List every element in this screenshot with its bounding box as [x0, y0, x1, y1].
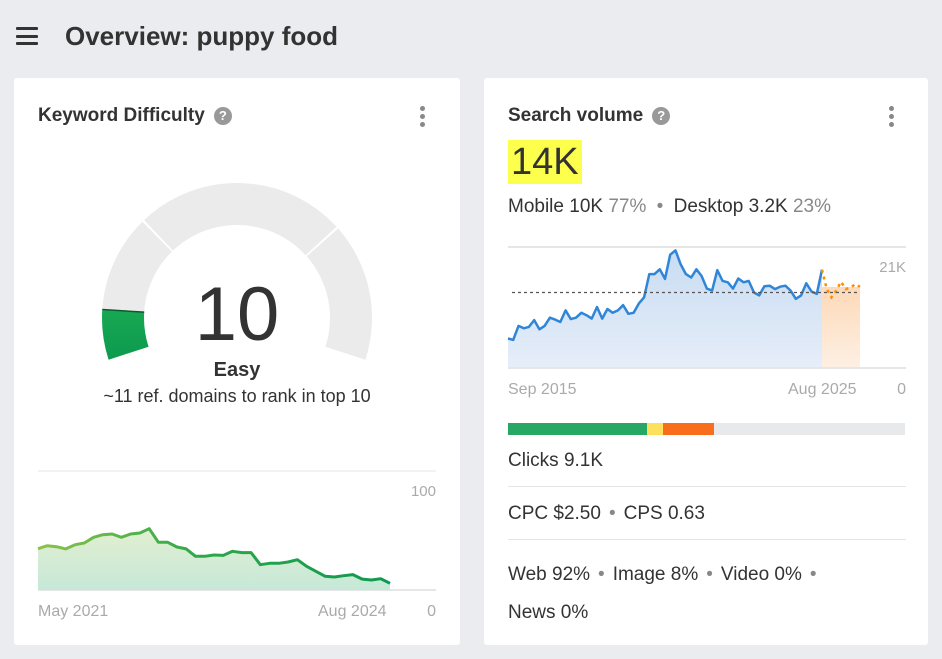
volume-line [507, 249, 824, 342]
clicks-bar-segment [508, 423, 647, 435]
gauge-segment [306, 228, 372, 360]
clicks: Clicks 9.1K [508, 450, 604, 471]
gauge-segment [144, 183, 337, 256]
keyword-difficulty-card: Keyword Difficulty? 10 Easy ~11 ref. dom… [14, 78, 460, 645]
y-max-label: 21K [879, 259, 906, 276]
kd-line [37, 527, 391, 585]
x-start-label: Sep 2015 [508, 381, 577, 398]
cpc: CPC $2.50 [508, 503, 601, 524]
clicks-distribution-bar [508, 423, 905, 435]
kd-label: Easy [213, 359, 261, 381]
hamburger-icon[interactable] [16, 27, 38, 45]
image-share: Image 8% [612, 564, 699, 585]
help-icon[interactable]: ? [213, 107, 232, 125]
x-start-label: May 2021 [38, 603, 109, 620]
video-share: Video 0% [720, 564, 802, 585]
search-volume-chart [507, 246, 906, 369]
search-volume-value: 14K [508, 140, 582, 184]
volume-area [508, 250, 822, 368]
kd-subtitle: ~11 ref. domains to rank in top 10 [103, 386, 371, 406]
search-volume-card: Search volume? 14K Mobile 10K 77% • Desk… [484, 78, 928, 645]
kd-area [38, 528, 390, 590]
header: Overview: puppy food [16, 18, 338, 54]
desktop-value: 3.2K [748, 196, 788, 217]
more-options-icon[interactable] [889, 106, 895, 127]
kd-history-chart [37, 470, 436, 591]
cpc-cps: CPC $2.50 • CPS 0.63 [508, 503, 705, 524]
mobile-pct: 77% [608, 196, 647, 217]
card-title: Keyword Difficulty [38, 105, 205, 126]
more-options-icon[interactable] [420, 106, 426, 127]
x-end-label: Aug 2024 [318, 603, 387, 620]
help-icon[interactable]: ? [652, 107, 671, 125]
card-title: Search volume [508, 105, 644, 126]
kd-score: 10 [194, 272, 280, 357]
difficulty-gauge [101, 183, 372, 360]
forecast-line [820, 269, 861, 300]
page-title: Overview: puppy food [65, 20, 339, 51]
news-share: News 0% [508, 602, 589, 623]
gauge-needle [102, 308, 145, 313]
serp-features: Web 92% • Image 8% • Video 0% • News 0% [508, 564, 817, 623]
clicks-bar-segment [646, 423, 663, 435]
mobile-label: Mobile [508, 196, 564, 217]
clicks-bar-segment [662, 423, 715, 435]
y-min-label: 0 [897, 381, 906, 398]
cps: CPS 0.63 [623, 503, 705, 524]
desktop-label: Desktop [673, 196, 744, 217]
mobile-value: 10K [569, 196, 604, 217]
x-end-label: Aug 2025 [788, 381, 857, 398]
desktop-pct: 23% [792, 196, 831, 217]
y-min-label: 0 [427, 603, 436, 620]
gauge-fill [101, 309, 149, 360]
forecast-area [822, 287, 860, 368]
web-share: Web 92% [508, 564, 591, 585]
device-split: Mobile 10K 77% • Desktop 3.2K 23% [508, 196, 831, 217]
y-max-label: 100 [410, 483, 436, 500]
